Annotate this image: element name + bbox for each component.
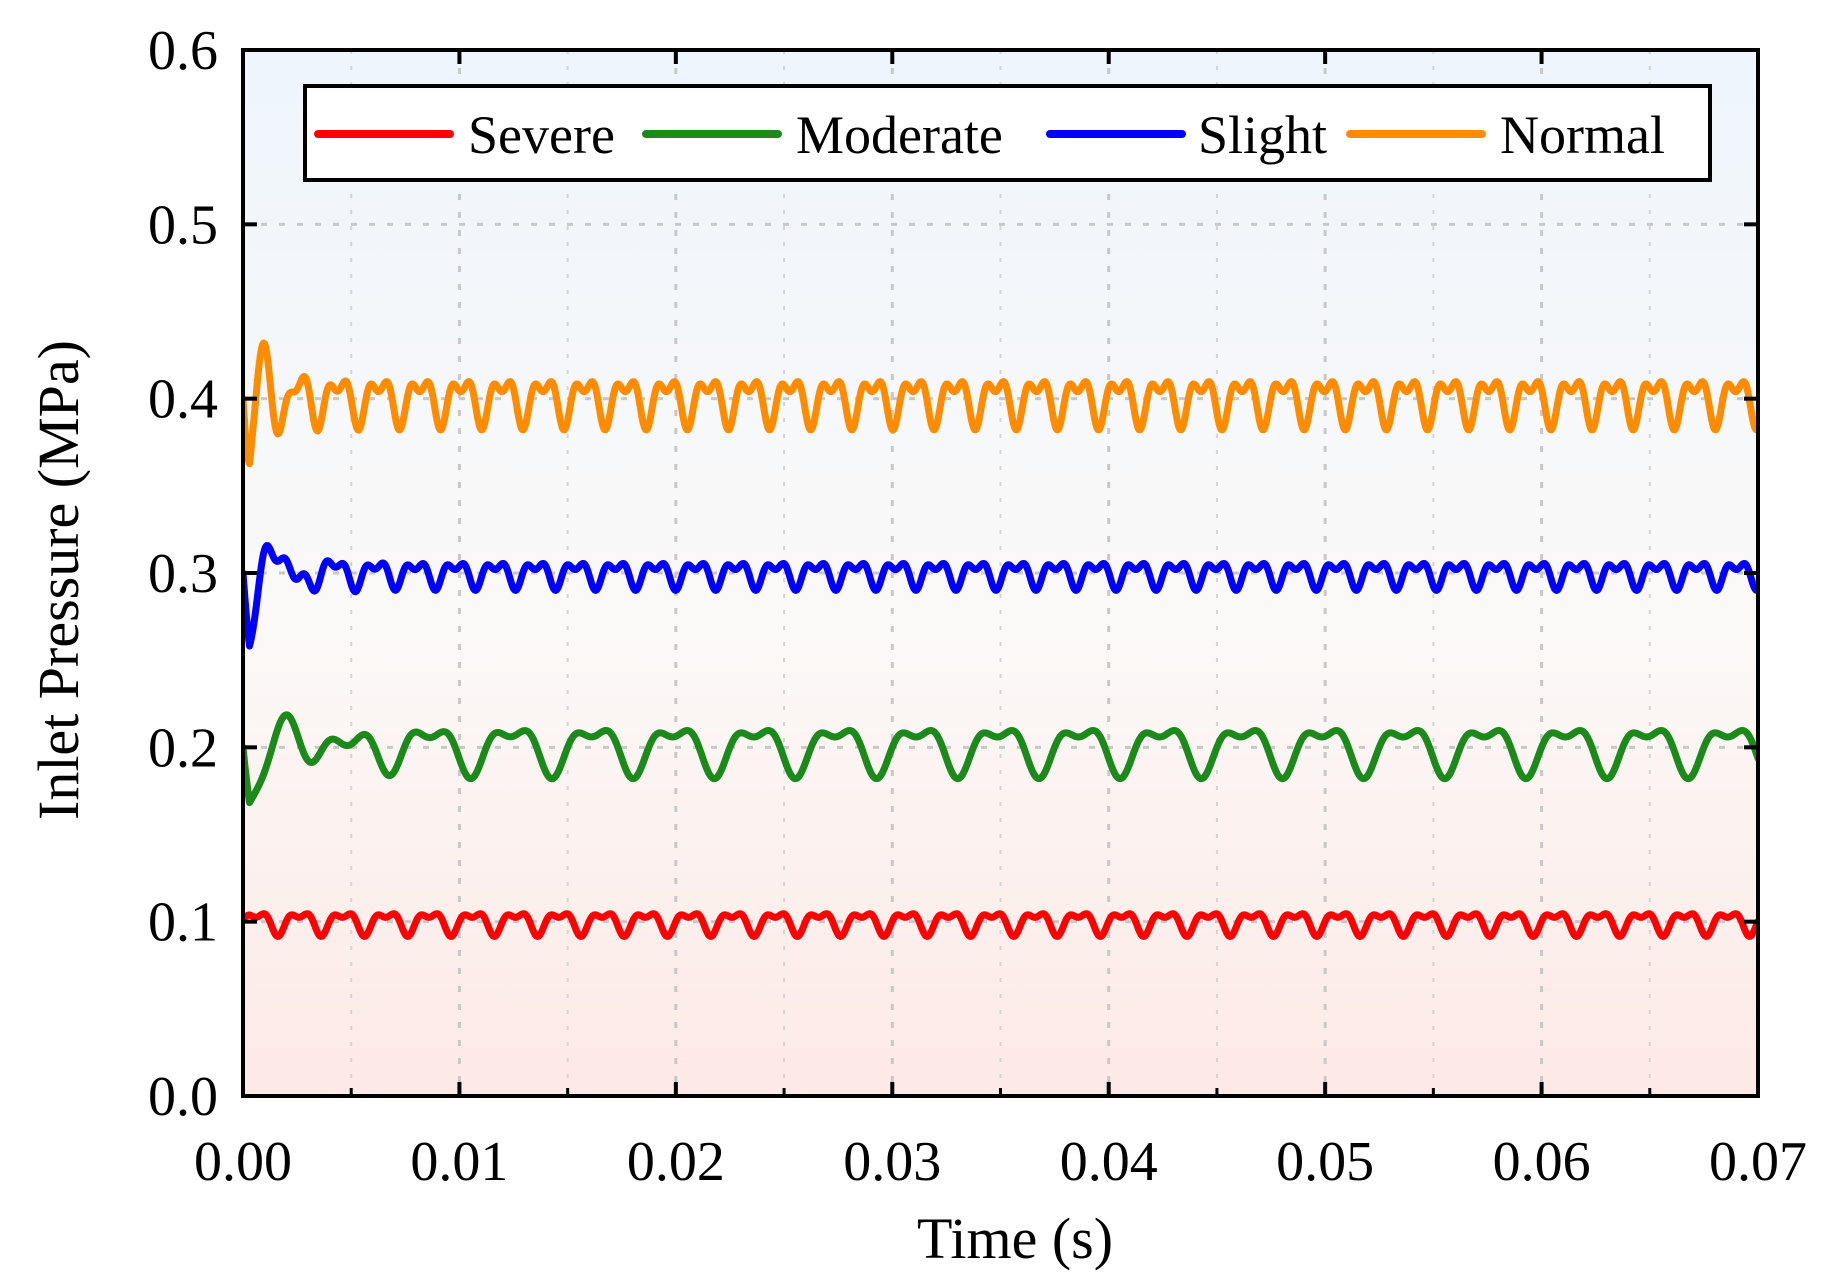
y-tick-label: 0.4 xyxy=(148,369,218,431)
legend: Severe Moderate Slight Normal xyxy=(303,84,1712,182)
y-tick-label: 0.6 xyxy=(148,20,218,82)
y-tick-label: 0.0 xyxy=(148,1066,218,1128)
legend-label-moderate: Moderate xyxy=(796,105,1003,165)
series-group xyxy=(243,339,1758,940)
x-tick-label: 0.04 xyxy=(1060,1131,1158,1193)
x-tick-label: 0.00 xyxy=(194,1131,292,1193)
x-tick-label: 0.05 xyxy=(1276,1131,1374,1193)
y-tick-label: 0.5 xyxy=(148,194,218,256)
legend-label-normal: Normal xyxy=(1500,105,1665,165)
x-tick-label: 0.03 xyxy=(843,1131,941,1193)
series-line-moderate xyxy=(243,711,1758,807)
x-tick-label: 0.07 xyxy=(1709,1131,1807,1193)
x-axis: 0.00 0.01 0.02 0.03 0.04 0.05 0.06 0.07 xyxy=(194,1131,1807,1193)
x-tick-label: 0.01 xyxy=(410,1131,508,1193)
y-tick-label: 0.2 xyxy=(148,717,218,779)
legend-label-severe: Severe xyxy=(468,105,615,165)
x-tick-label: 0.06 xyxy=(1493,1131,1591,1193)
y-tick-label: 0.1 xyxy=(148,892,218,954)
x-axis-title: Time (s) xyxy=(917,1206,1113,1271)
series-line-slight xyxy=(243,542,1758,650)
axis-ticks xyxy=(241,48,1760,1098)
legend-label-slight: Slight xyxy=(1198,105,1327,165)
series-line-severe xyxy=(243,910,1758,940)
y-axis: 0.0 0.1 0.2 0.3 0.4 0.5 0.6 xyxy=(148,20,218,1128)
y-axis-title: Inlet Pressure (MPa) xyxy=(26,340,91,820)
series-line-normal xyxy=(243,339,1758,468)
x-tick-label: 0.02 xyxy=(627,1131,725,1193)
y-tick-label: 0.3 xyxy=(148,543,218,605)
